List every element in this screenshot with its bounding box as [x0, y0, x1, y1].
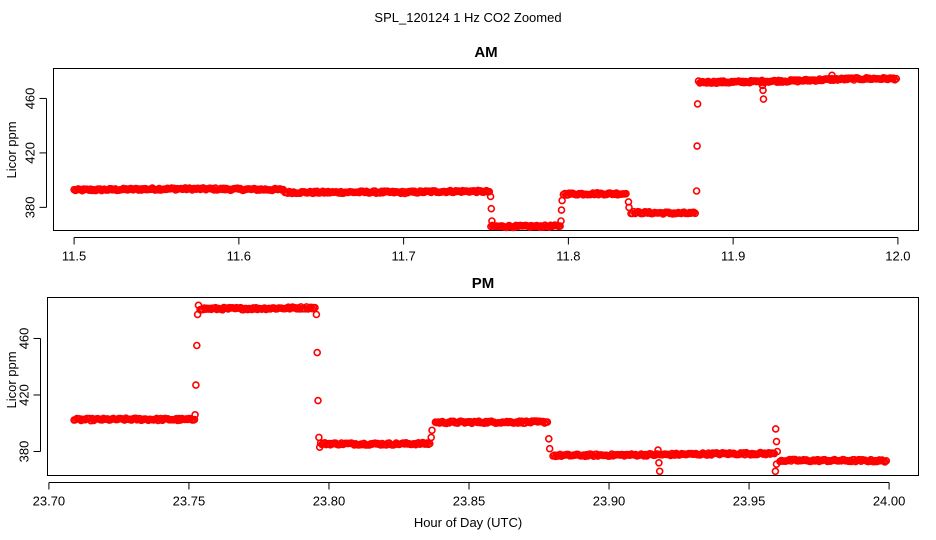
pm-data-point — [193, 310, 202, 319]
pm-y-tick-label: 420 — [17, 384, 32, 406]
am-data-point — [828, 71, 836, 80]
am-x-tick-label: 11.9 — [721, 249, 745, 264]
pm-data-point — [543, 418, 552, 426]
am-data-point — [622, 189, 630, 198]
am-plot-frame — [53, 68, 919, 231]
pm-ticks: 23.70 23.75 23.80 23.85 23.90 23.95 24.00 380 42… — [17, 328, 906, 509]
pm-data-point — [315, 433, 323, 442]
am-points — [70, 71, 901, 232]
am-x-tick-label: 11.7 — [391, 249, 415, 264]
am-panel: AM Licor ppm 11.5 11.6 11.7 11.8 11.9 12.0 380… — [4, 44, 919, 264]
am-y-tick-label: 380 — [23, 197, 38, 219]
figure-title: SPL_120124 1 Hz CO2 Zoomed — [374, 10, 561, 25]
pm-data-point — [192, 381, 200, 389]
pm-data-point — [194, 301, 203, 310]
pm-data-point — [773, 447, 782, 456]
pm-x-tick-label: 23.80 — [313, 494, 346, 509]
am-x-tick-label: 11.5 — [62, 249, 86, 264]
am-data-point — [892, 74, 901, 83]
pm-data-point — [314, 396, 322, 405]
pm-panel: PM Licor ppm 23.70 23.75 23.80 23.85 23.90 23… — [4, 275, 919, 509]
pm-data-point — [190, 415, 199, 424]
pm-panel-title: PM — [472, 275, 495, 292]
pm-x-tick-label: 23.90 — [593, 494, 626, 509]
pm-data-point — [771, 467, 780, 476]
am-data-point — [889, 74, 898, 82]
pm-data-point — [772, 437, 781, 446]
am-x-tick-label: 11.6 — [227, 249, 251, 264]
pm-plot-frame — [47, 297, 919, 476]
pm-data-point — [544, 434, 553, 443]
pm-data-point — [655, 458, 663, 467]
am-data-point — [485, 187, 494, 196]
pm-data-point — [882, 456, 891, 465]
pm-y-tick-label: 460 — [17, 328, 32, 350]
am-panel-title: AM — [474, 44, 497, 61]
am-x-tick-label: 12.0 — [885, 249, 910, 264]
pm-data-point — [655, 467, 664, 476]
am-ticks: 11.5 11.6 11.7 11.8 11.9 12.0 380 420 460 — [23, 88, 911, 264]
pm-data-point — [315, 443, 324, 452]
pm-data-point — [306, 303, 315, 312]
pm-y-tick-label: 380 — [17, 441, 32, 463]
am-data-point — [758, 77, 766, 86]
pm-data-point — [428, 426, 436, 435]
am-data-point — [486, 192, 495, 201]
pm-data-point — [193, 341, 201, 350]
am-y-tick-label: 420 — [23, 142, 38, 164]
am-data-point — [691, 209, 700, 218]
pm-x-tick-label: 23.75 — [173, 494, 206, 509]
pm-x-tick-label: 23.85 — [453, 494, 486, 509]
pm-data-point — [311, 303, 319, 312]
am-data-point — [758, 81, 767, 90]
pm-data-point — [545, 444, 554, 453]
am-data-point — [557, 206, 566, 214]
am-data-point — [487, 204, 496, 213]
am-y-tick-label: 460 — [23, 88, 38, 110]
pm-data-point — [313, 348, 322, 357]
pm-x-tick-label: 24.00 — [873, 494, 906, 509]
x-axis-label: Hour of Day (UTC) — [414, 515, 522, 530]
am-data-point — [558, 196, 566, 205]
pm-points — [70, 301, 891, 476]
am-data-point — [488, 217, 496, 225]
pm-data-point — [312, 310, 321, 319]
am-data-point — [557, 217, 565, 225]
am-data-point — [759, 95, 768, 103]
am-data-point — [693, 100, 702, 108]
am-x-tick-label: 11.8 — [556, 249, 580, 264]
am-data-point — [759, 86, 767, 95]
am-data-point — [625, 203, 633, 212]
pm-data-point — [427, 433, 436, 442]
am-y-axis-label: Licor ppm — [4, 121, 19, 178]
am-data-point — [693, 142, 701, 150]
pm-data-point — [191, 410, 199, 419]
pm-y-axis-label: Licor ppm — [4, 351, 19, 408]
pm-data-point — [772, 460, 781, 469]
pm-data-point — [771, 425, 780, 433]
pm-x-tick-label: 23.70 — [33, 494, 66, 509]
pm-x-tick-label: 23.95 — [733, 494, 766, 509]
pm-data-point — [654, 446, 662, 454]
am-data-point — [692, 187, 701, 195]
